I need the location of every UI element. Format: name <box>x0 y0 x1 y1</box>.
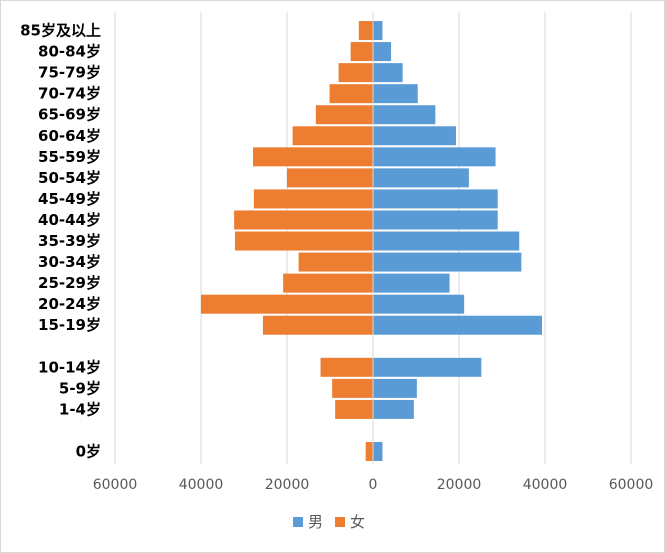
bar-female <box>253 147 373 167</box>
bar-male <box>373 294 465 314</box>
x-tick-label: 20000 <box>265 477 310 493</box>
bar-female <box>262 315 373 335</box>
bar-male <box>373 378 417 398</box>
bar-male <box>373 357 482 377</box>
bar-male <box>373 231 520 251</box>
bar-male <box>373 273 450 293</box>
bar-female <box>287 168 373 188</box>
category-label: 10-14岁 <box>38 358 101 376</box>
x-tick-label: 60000 <box>609 477 654 493</box>
category-label: 70-74岁 <box>38 85 101 103</box>
category-label: 0岁 <box>76 443 101 461</box>
category-label: 85岁及以上 <box>20 22 101 40</box>
bar-female <box>283 273 373 293</box>
bar-female <box>338 63 373 83</box>
bar-male <box>373 210 498 230</box>
legend-female-swatch <box>335 517 345 527</box>
bar-male <box>373 84 418 104</box>
x-tick-label: 0 <box>369 477 378 493</box>
bar-male <box>373 168 469 188</box>
bar-female <box>234 210 373 230</box>
bar-male <box>373 21 383 41</box>
bar-male <box>373 42 392 62</box>
category-label: 55-59岁 <box>38 148 101 166</box>
bar-male <box>373 399 414 419</box>
bar-male <box>373 189 498 209</box>
bar-female <box>201 294 373 314</box>
bar-male <box>373 252 522 272</box>
x-tick-label: 20000 <box>437 477 482 493</box>
bar-male <box>373 63 403 83</box>
category-label: 20-24岁 <box>38 295 101 313</box>
bar-male <box>373 105 436 125</box>
legend-male-label: 男 <box>308 513 323 531</box>
category-label: 5-9岁 <box>59 379 101 397</box>
bar-female <box>365 442 373 462</box>
bar-female <box>335 399 373 419</box>
bar-female <box>298 252 373 272</box>
category-label: 35-39岁 <box>38 232 101 250</box>
bar-female <box>329 84 373 104</box>
bar-female <box>358 21 373 41</box>
category-label: 1-4岁 <box>59 400 101 418</box>
category-label: 50-54岁 <box>38 169 101 187</box>
x-tick-label: 40000 <box>179 477 224 493</box>
bar-male <box>373 126 456 146</box>
category-label: 40-44岁 <box>38 211 101 229</box>
bar-female <box>332 378 373 398</box>
bar-female <box>320 357 373 377</box>
bar-female <box>253 189 373 209</box>
legend-male-swatch <box>293 517 303 527</box>
bar-female <box>292 126 373 146</box>
bar-female <box>234 231 373 251</box>
bar-female <box>350 42 373 62</box>
category-label: 60-64岁 <box>38 127 101 145</box>
x-tick-label: 40000 <box>523 477 568 493</box>
category-label: 65-69岁 <box>38 106 101 124</box>
category-label: 45-49岁 <box>38 190 101 208</box>
legend-female-label: 女 <box>350 513 365 531</box>
x-tick-label: 60000 <box>93 477 138 493</box>
category-label: 25-29岁 <box>38 274 101 292</box>
category-label: 75-79岁 <box>38 64 101 82</box>
bar-male <box>373 442 383 462</box>
category-label: 30-34岁 <box>38 253 101 271</box>
category-label: 80-84岁 <box>38 43 101 61</box>
category-label: 15-19岁 <box>38 316 101 334</box>
bar-male <box>373 147 496 167</box>
bar-female <box>315 105 373 125</box>
bar-male <box>373 315 542 335</box>
